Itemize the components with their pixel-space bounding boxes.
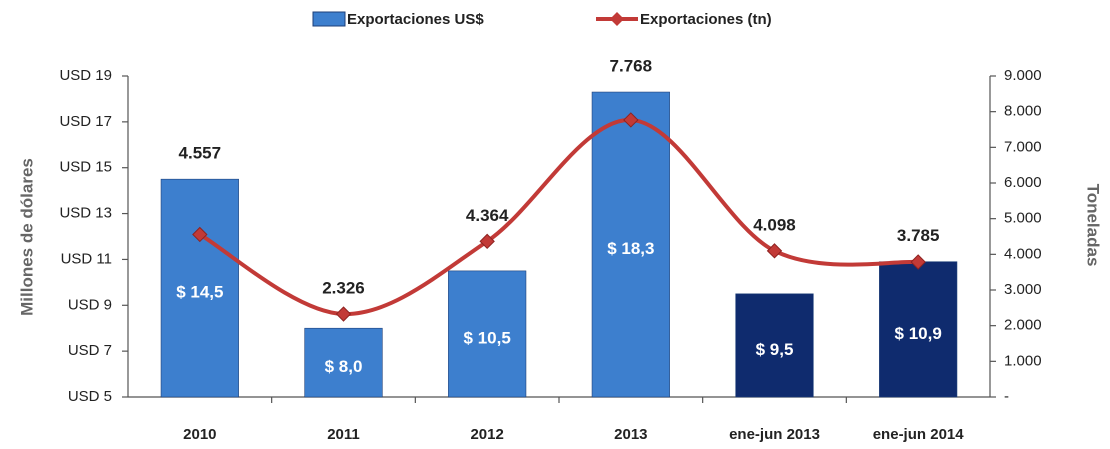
y2-tick-label: 7.000 — [1004, 138, 1042, 155]
y-tick-label: USD 19 — [59, 67, 112, 84]
line-marker — [479, 233, 495, 250]
bar — [160, 178, 239, 398]
y-tick-label: USD 17 — [59, 113, 112, 130]
line-value-label: 4.557 — [179, 144, 222, 163]
x-tick-label: ene-jun 2014 — [873, 426, 965, 443]
x-tick-label: 2010 — [183, 426, 216, 443]
bar-value-label: $ 14,5 — [176, 283, 223, 302]
bar — [879, 261, 958, 398]
y2-tick-label: 1.000 — [1004, 352, 1042, 369]
line-marker — [910, 254, 926, 270]
y2-tick-label: 2.000 — [1004, 317, 1042, 334]
y2-tick-label: 8.000 — [1004, 103, 1042, 120]
y-tick-label: USD 5 — [68, 388, 112, 405]
y2-axis-label: Toneladas — [1084, 184, 1103, 267]
bar — [591, 91, 670, 398]
y2-tick-label: - — [1004, 388, 1009, 405]
line-marker — [335, 306, 352, 322]
line-marker — [192, 226, 208, 243]
bar-value-label: $ 10,9 — [895, 324, 942, 343]
line-value-label: 4.098 — [753, 215, 796, 234]
y2-tick-label: 9.000 — [1004, 67, 1042, 84]
line-value-label: 7.768 — [610, 57, 653, 76]
x-tick-label: 2012 — [470, 426, 503, 443]
x-tick-label: 2011 — [327, 426, 360, 443]
line-value-label: 3.785 — [897, 226, 940, 245]
y2-tick-label: 5.000 — [1004, 210, 1042, 227]
legend-swatch — [312, 11, 346, 27]
line-value-label: 4.364 — [466, 206, 509, 225]
line-value-label: 2.326 — [322, 279, 365, 298]
x-tick-label: 2013 — [614, 426, 647, 443]
bar — [304, 327, 383, 398]
y-tick-label: USD 9 — [68, 296, 112, 313]
legend-label: Exportaciones (tn) — [640, 11, 772, 28]
bar-value-label: $ 9,5 — [756, 340, 794, 359]
y-axis-label: Millones de dólares — [17, 158, 36, 316]
bar-value-label: $ 18,3 — [607, 239, 654, 258]
y-tick-label: USD 13 — [59, 205, 112, 222]
legend-label: Exportaciones US$ — [347, 11, 484, 28]
y2-tick-label: 6.000 — [1004, 174, 1042, 191]
y-tick-label: USD 7 — [68, 342, 112, 359]
y-tick-label: USD 15 — [59, 159, 112, 176]
line-marker — [623, 112, 639, 128]
y2-tick-label: 3.000 — [1004, 281, 1042, 298]
line-marker — [766, 243, 783, 259]
y-tick-label: USD 11 — [61, 250, 112, 267]
x-tick-label: ene-jun 2013 — [729, 426, 820, 443]
legend-swatch — [610, 12, 624, 26]
bar — [735, 293, 814, 398]
y2-tick-label: 4.000 — [1004, 245, 1042, 262]
bar — [448, 270, 527, 398]
bar-value-label: $ 8,0 — [325, 357, 363, 376]
line — [198, 117, 919, 317]
bar-value-label: $ 10,5 — [464, 328, 511, 347]
